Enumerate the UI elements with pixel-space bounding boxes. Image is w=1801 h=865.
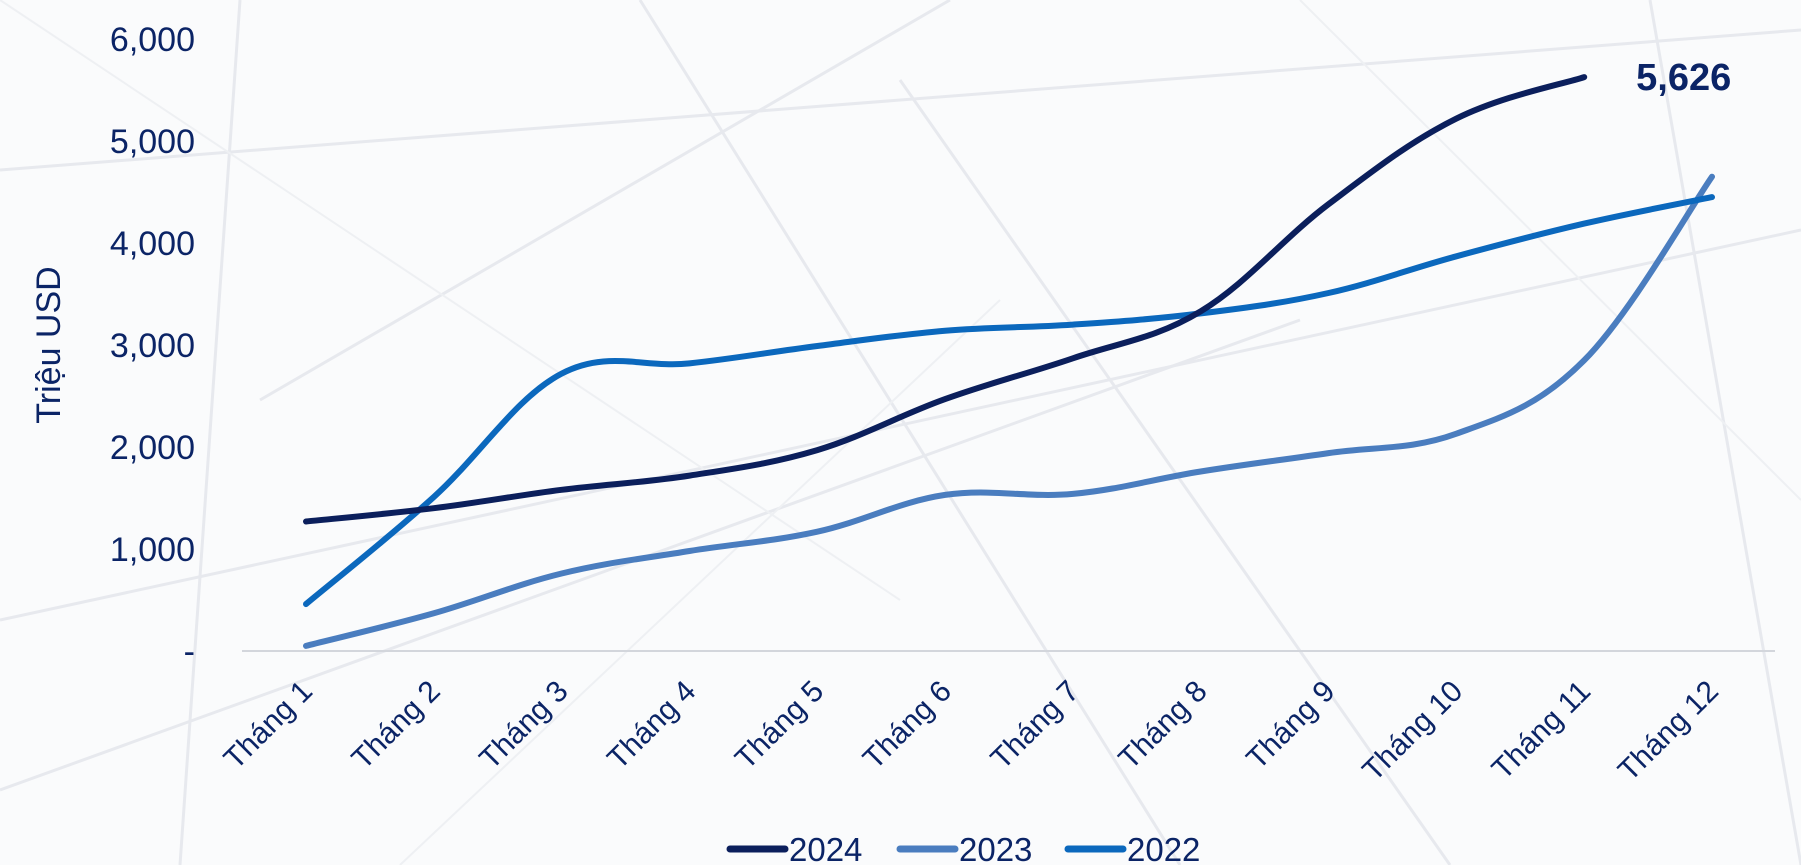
y-axis-title: Triệu USD — [30, 266, 68, 423]
y-tick-label: 6,000 — [110, 21, 195, 59]
y-tick-label: 2,000 — [110, 429, 195, 467]
y-tick-label: 5,000 — [110, 123, 195, 161]
series-line-2024 — [303, 74, 1588, 525]
y-tick-label: 1,000 — [110, 531, 195, 569]
series-line-2023 — [303, 173, 1715, 649]
legend-label-2022: 2022 — [1127, 831, 1200, 865]
legend-label-2024: 2024 — [789, 831, 862, 865]
y-tick-label: 4,000 — [110, 225, 195, 263]
legend-label-2023: 2023 — [959, 831, 1032, 865]
data-label-2024: 5,626 — [1636, 57, 1731, 99]
series-line-2022 — [303, 194, 1715, 608]
y-tick-label: - — [184, 633, 195, 671]
y-tick-label: 3,000 — [110, 327, 195, 365]
legend: 2024 2023 2022 — [726, 831, 1200, 865]
series — [303, 74, 1715, 649]
labels: 5,626 — [1636, 57, 1731, 99]
